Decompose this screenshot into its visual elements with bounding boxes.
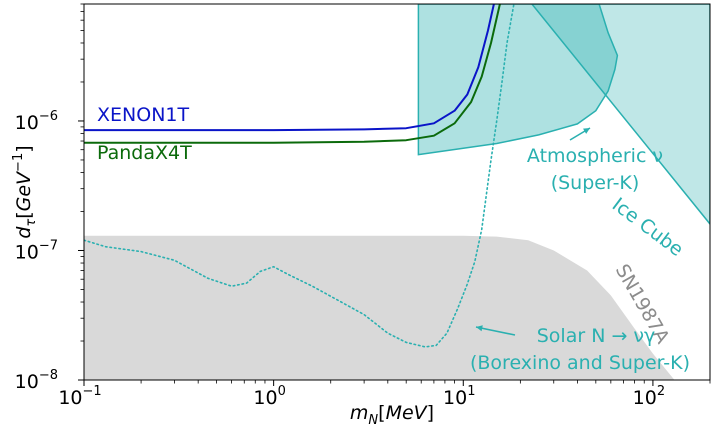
region-atmospheric-super-k [417,4,619,156]
x-tick-label: 101 [443,384,475,409]
annotation-arrows [475,127,591,336]
icecube-label: Ice Cube [608,193,687,260]
y-axis-label: dτ[GeV−1] [11,145,39,238]
y-tick-label: 10−7 [15,238,58,263]
exclusion-regions [84,4,710,380]
series-xenon1t [84,4,495,132]
x-tick-label: 10−1 [58,384,101,409]
x-tick-label: 100 [253,384,285,409]
solar-label-line1: Solar N → νγ [537,325,656,347]
limit-curves [84,4,515,348]
x-axis-label: mN[MeV] [350,402,434,428]
region-sn1987a [84,235,675,380]
plot-frame [83,3,711,381]
y-tick-label: 10−8 [15,368,58,393]
solar-arrow [475,325,516,336]
solar-label-line2: (Borexino and Super-K) [470,352,690,374]
region-ice-cube [530,4,710,226]
atmospheric-label-line2: (Super-K) [551,172,640,194]
x-tick-label: 102 [633,384,665,409]
pandax4t-label: PandaX4T [97,142,192,164]
xenon1t-label: XENON1T [97,104,189,126]
series-solar-n-borexino-and-super-k [84,4,515,348]
axis-ticks: 10−1 100 101 102 10−8 10−7 10−6 [15,3,711,409]
series-pandax4t [84,4,501,144]
y-tick-label: 10−6 [15,109,58,134]
atmospheric-label-line1: Atmospheric ν [527,145,663,167]
atmospheric-arrow [569,127,591,141]
